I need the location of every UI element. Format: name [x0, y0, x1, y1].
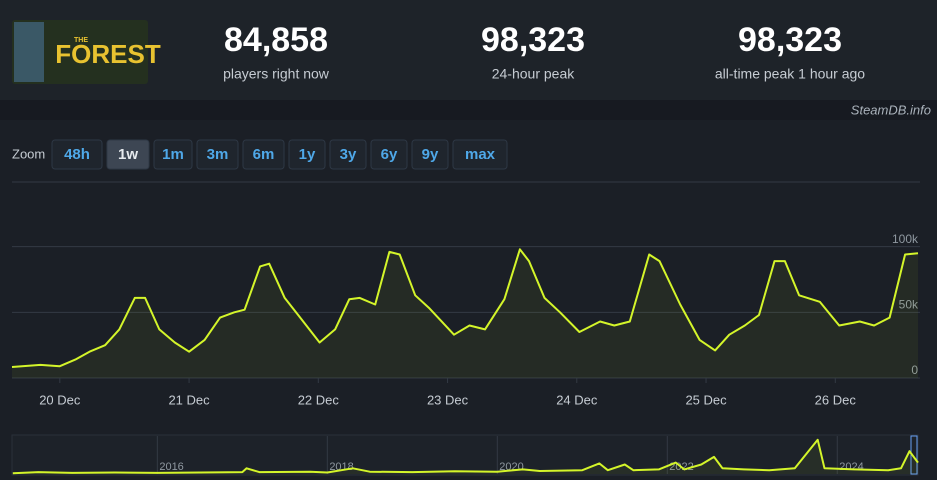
credit: SteamDB.info	[851, 102, 931, 117]
series-line	[11, 248, 919, 368]
x-tick-label: 25 Dec	[685, 392, 727, 407]
x-tick-label: 20 Dec	[39, 392, 81, 407]
chart-bg	[0, 120, 937, 480]
x-tick-label: 21 Dec	[168, 392, 210, 407]
navigator-bg	[11, 434, 919, 476]
series-line-area	[12, 249, 918, 378]
zoom-button[interactable]	[452, 139, 508, 170]
navigator-line-area	[12, 439, 919, 474]
stat-label: players right now	[223, 66, 330, 82]
zoom-button[interactable]	[51, 139, 103, 170]
zoom-button-label[interactable]: 6m	[253, 146, 275, 163]
zoom-button[interactable]	[242, 139, 285, 170]
zoom-button-label[interactable]: 3y	[340, 146, 357, 163]
stat-label: all-time peak 1 hour ago	[715, 66, 865, 82]
zoom-button-label[interactable]: 1w	[118, 146, 138, 163]
logo-figure	[14, 22, 44, 82]
navigator-line	[12, 438, 919, 475]
logo	[12, 20, 148, 84]
zoom-button[interactable]	[411, 139, 449, 170]
y-tick-label: 50k	[899, 298, 919, 312]
zoom-button-label[interactable]: 48h	[64, 146, 90, 163]
zoom-button-label[interactable]: 9y	[422, 146, 439, 163]
zoom-button[interactable]	[370, 139, 408, 170]
zoom-button[interactable]	[106, 139, 150, 170]
zoom-button-label[interactable]: 1m	[162, 146, 184, 163]
zoom-button[interactable]	[196, 139, 239, 170]
zoom-button[interactable]	[153, 139, 193, 170]
stat-label: 24-hour peak	[492, 66, 576, 82]
navigator-tick-label: 2016	[159, 461, 183, 473]
navigator-handle[interactable]	[910, 435, 918, 475]
x-tick-label: 22 Dec	[298, 392, 340, 407]
zoom-button-label[interactable]: 6y	[381, 146, 398, 163]
x-tick-label: 26 Dec	[815, 392, 857, 407]
zoom-button-label[interactable]: max	[465, 146, 496, 163]
logo-small: THE	[74, 37, 88, 44]
zoom-button[interactable]	[288, 139, 326, 170]
zoom-label: Zoom	[12, 146, 45, 161]
stat-value: 84,858	[224, 21, 328, 59]
zoom-button[interactable]	[329, 139, 367, 170]
logo-text: FOREST	[55, 39, 161, 69]
header-bg	[0, 0, 937, 100]
y-tick-label: 0	[911, 363, 918, 377]
y-tick-label: 100k	[892, 232, 919, 246]
zoom-button-label[interactable]: 1y	[299, 146, 316, 163]
stat-value: 98,323	[738, 21, 842, 59]
stat-value: 98,323	[481, 21, 585, 59]
x-tick-label: 24 Dec	[556, 392, 598, 407]
x-tick-label: 23 Dec	[427, 392, 469, 407]
zoom-button-label[interactable]: 3m	[207, 146, 229, 163]
